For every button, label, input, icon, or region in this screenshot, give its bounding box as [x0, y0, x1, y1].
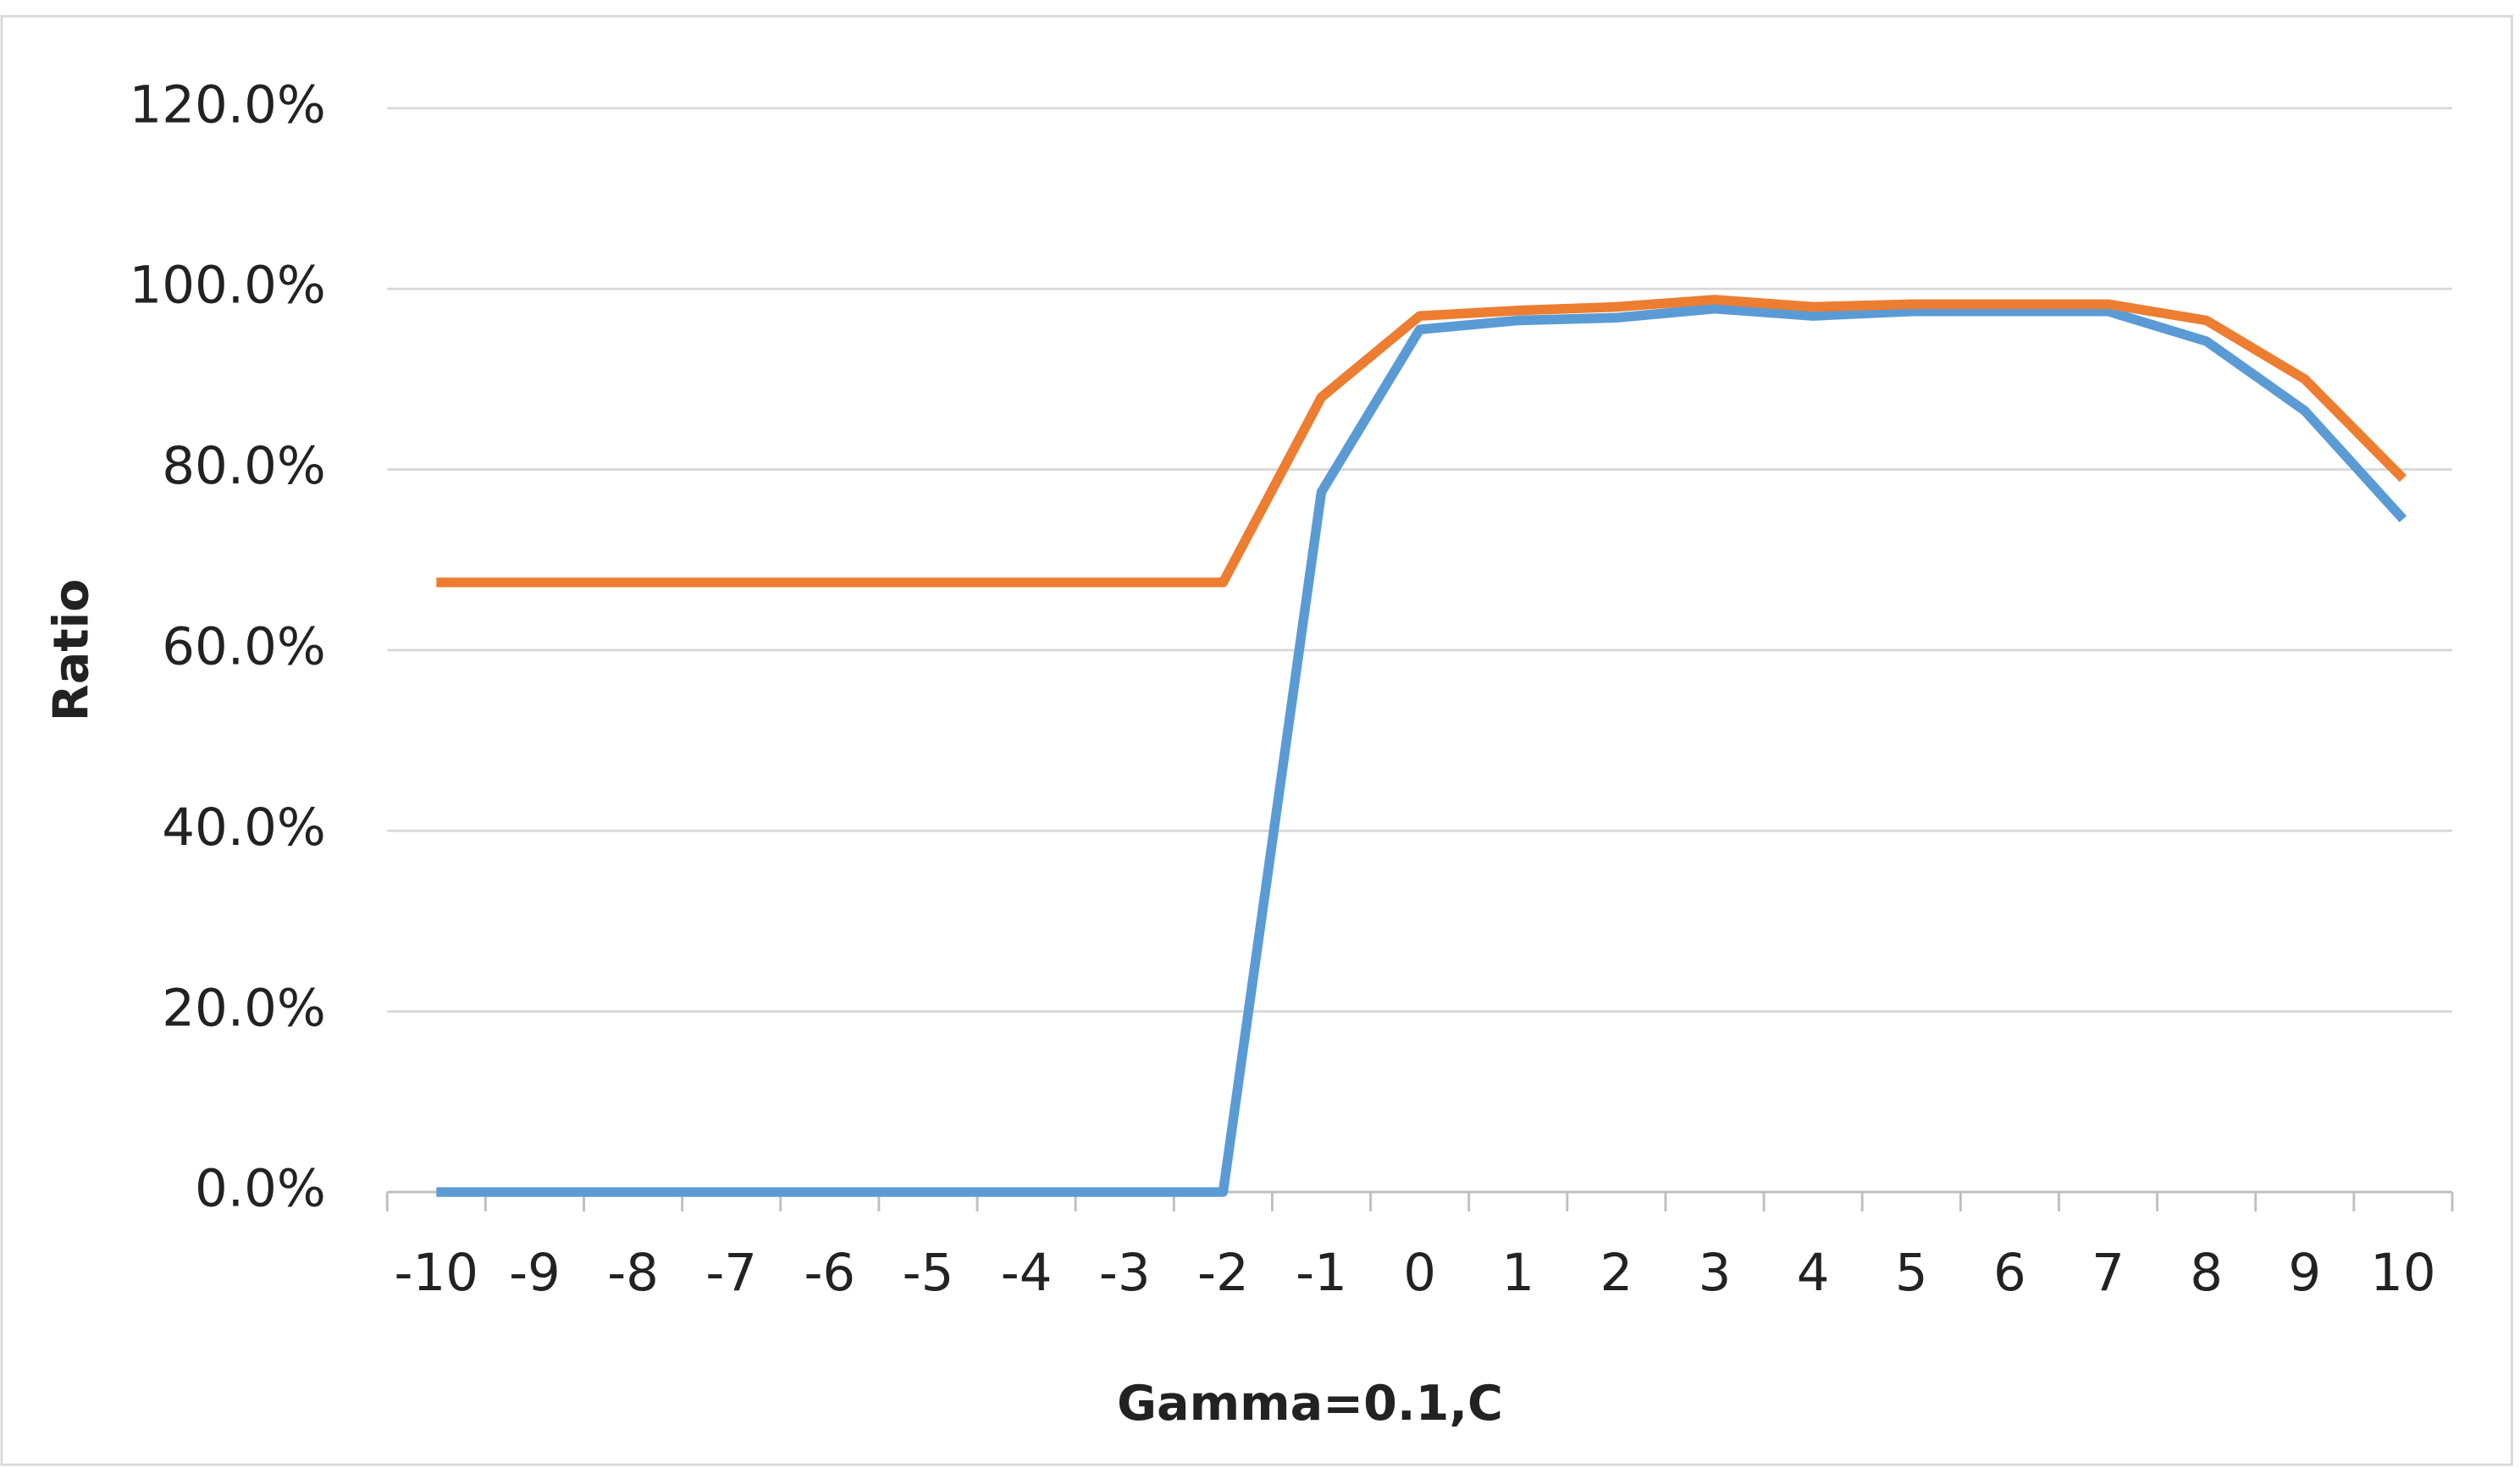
y-tick-label: 80.0%: [162, 436, 326, 496]
x-tick-label: 9: [2288, 1243, 2321, 1303]
x-tick-label: -10: [395, 1243, 479, 1303]
x-tick-label: 7: [2092, 1243, 2125, 1303]
x-tick-label: -8: [607, 1243, 659, 1303]
x-axis-title: Gamma=0.1,C: [1117, 1376, 1503, 1432]
x-tick-label: 0: [1403, 1243, 1436, 1303]
x-tick-label: 10: [2370, 1243, 2436, 1303]
x-tick-label: -3: [1099, 1243, 1151, 1303]
y-axis-title: Ratio: [43, 579, 99, 722]
y-tick-label: 100.0%: [129, 256, 325, 316]
x-tick-label: -2: [1197, 1243, 1249, 1303]
y-tick-label: 0.0%: [195, 1159, 326, 1219]
x-tick-label: 4: [1797, 1243, 1830, 1303]
x-tick-label: 5: [1895, 1243, 1928, 1303]
x-tick-label: 6: [1993, 1243, 2026, 1303]
y-tick-label: 40.0%: [162, 797, 326, 858]
x-tick-label: 1: [1501, 1243, 1534, 1303]
x-tick-label: -4: [1001, 1243, 1053, 1303]
x-tick-label: -1: [1296, 1243, 1347, 1303]
x-tick-label: -9: [509, 1243, 561, 1303]
x-tick-label: -7: [705, 1243, 757, 1303]
x-tick-label: 3: [1699, 1243, 1732, 1303]
x-tick-label: 8: [2190, 1243, 2223, 1303]
chart-border: [0, 14, 2513, 1466]
series-line: [436, 295, 2407, 588]
x-tick-label: -5: [903, 1243, 954, 1303]
x-tick-label: 2: [1600, 1243, 1633, 1303]
y-tick-label: 60.0%: [162, 617, 326, 677]
y-tick-label: 20.0%: [162, 978, 326, 1038]
x-tick-label: -6: [804, 1243, 855, 1303]
y-tick-label: 120.0%: [129, 75, 325, 135]
series-line: [436, 303, 2407, 1197]
